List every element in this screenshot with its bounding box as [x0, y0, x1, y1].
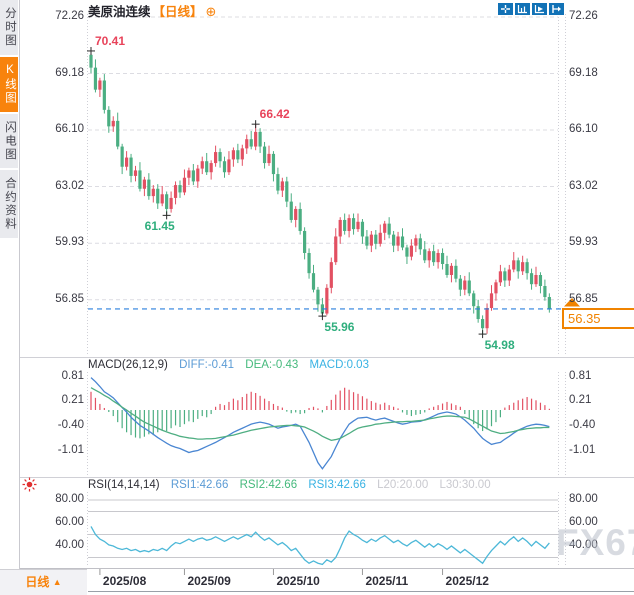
- axis-scale-icon[interactable]: [515, 2, 530, 15]
- rsi2-value: RSI2:42.66: [239, 479, 298, 491]
- sidebar: 分时图 K线图 闪电图 合约资料: [0, 0, 20, 594]
- add-indicator-icon[interactable]: ⊕: [205, 4, 217, 19]
- rsi-legend: RSI(14,14,14) RSI1:42.66 RSI2:42.66 RSI3…: [88, 479, 491, 491]
- macd-legend: MACD(26,12,9) DIFF:-0.41 DEA:-0.43 MACD:…: [88, 359, 369, 371]
- sidebar-tab-lightning-chart[interactable]: 闪电图: [0, 113, 18, 168]
- macd-value: MACD:0.03: [309, 359, 369, 371]
- macd-params-label: MACD(26,12,9): [88, 359, 168, 371]
- rsi-l30-value: L30:30.00: [439, 479, 491, 491]
- rsi-l20-value: L20:20.00: [377, 479, 429, 491]
- period-tag[interactable]: 【日线】: [152, 5, 203, 19]
- period-selector[interactable]: 日线 ▲: [0, 569, 87, 595]
- current-price-badge: 56.35: [562, 308, 634, 329]
- rsi3-value: RSI3:42.66: [308, 479, 366, 491]
- triangle-up-icon: ▲: [52, 577, 62, 587]
- indicator-settings-icon[interactable]: [22, 477, 37, 497]
- sidebar-tab-time-chart[interactable]: 分时图: [0, 0, 18, 55]
- pan-right-icon[interactable]: [549, 2, 564, 15]
- macd-diff-value: DIFF:-0.41: [179, 359, 235, 371]
- rsi-params-label: RSI(14,14,14): [88, 479, 160, 491]
- sidebar-tab-kline-chart[interactable]: K线图: [0, 56, 18, 112]
- axis-play-icon[interactable]: [532, 2, 547, 15]
- period-selector-label: 日线: [25, 575, 50, 589]
- rsi1-value: RSI1:42.66: [170, 479, 229, 491]
- chart-toolbar: [498, 2, 564, 15]
- crosshair-icon[interactable]: [498, 2, 513, 15]
- symbol-title: 美原油连续: [88, 5, 151, 19]
- chart-header: 美原油连续 【日线】 ⊕: [88, 1, 217, 19]
- sidebar-tab-contract-info[interactable]: 合约资料: [0, 170, 18, 238]
- macd-dea-value: DEA:-0.43: [245, 359, 299, 371]
